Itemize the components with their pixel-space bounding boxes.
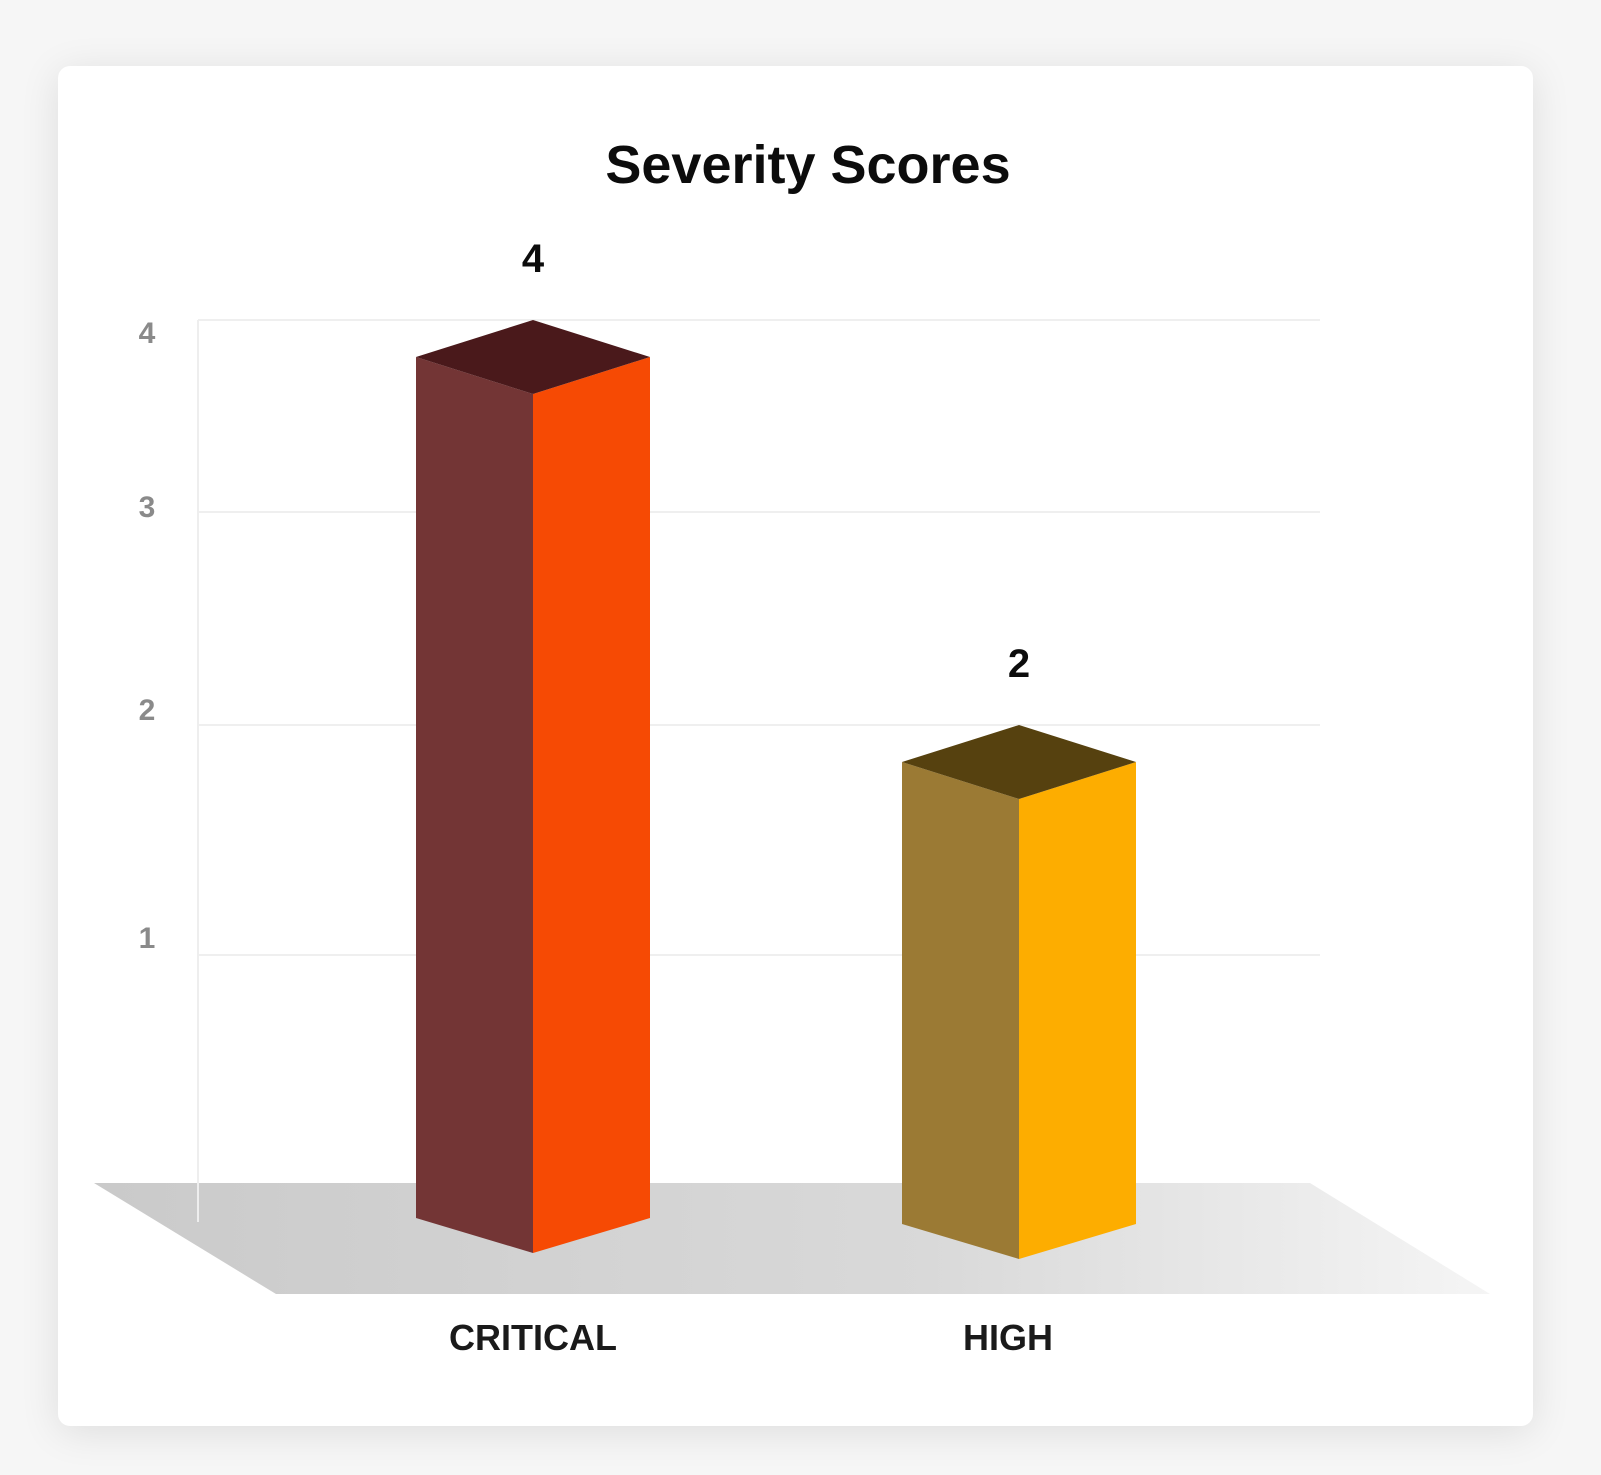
bar-high: [902, 725, 1136, 1259]
bar-top-face: [416, 320, 650, 394]
y-tick-label: 3: [139, 491, 156, 524]
bars: [416, 320, 1136, 1259]
bar-top-face: [902, 725, 1136, 799]
bar-side-face: [902, 762, 1019, 1259]
bar-front-face: [1019, 762, 1136, 1259]
data-label-high: 2: [1008, 642, 1030, 686]
labels: 4 CRITICAL 2 HIGH: [449, 237, 1053, 1358]
y-tick-label: 4: [139, 317, 156, 350]
chart-title: Severity Scores: [605, 135, 1010, 195]
x-tick-label-high: HIGH: [963, 1317, 1053, 1358]
y-tick-label: 2: [139, 694, 156, 727]
gridlines: [198, 319, 1320, 956]
bar-front-face: [533, 357, 650, 1253]
y-tick-label: 1: [139, 922, 156, 955]
x-tick-label-critical: CRITICAL: [449, 1317, 617, 1358]
chart-floor: [94, 1183, 1490, 1294]
y-axis: 1 2 3 4: [139, 317, 199, 1222]
bar-side-face: [416, 357, 533, 1253]
data-label-critical: 4: [522, 237, 545, 281]
bar-critical: [416, 320, 650, 1253]
